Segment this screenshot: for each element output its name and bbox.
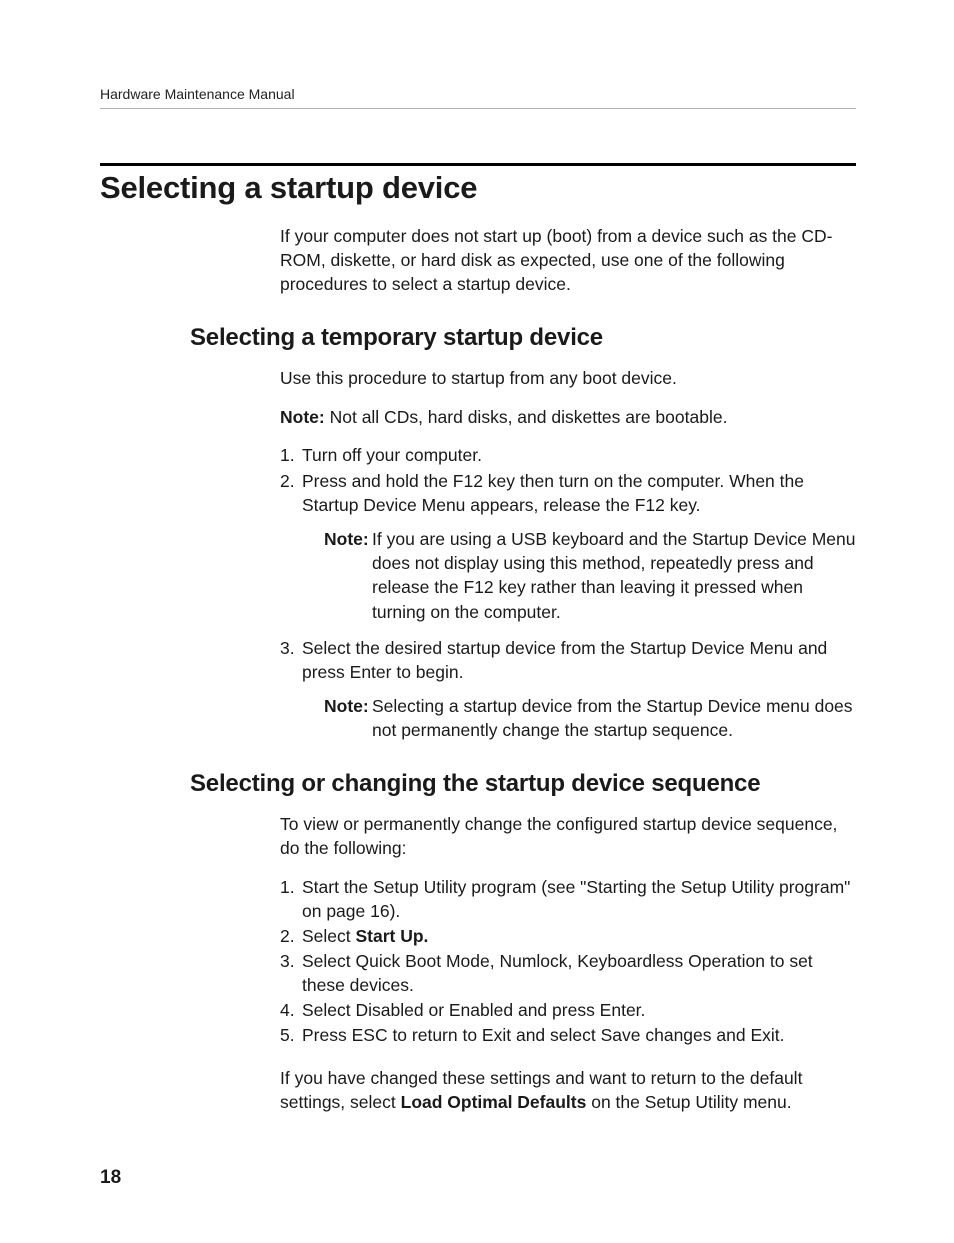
step: Press ESC to return to Exit and select S… <box>280 1023 856 1047</box>
step: Select Start Up. <box>280 924 856 948</box>
step-text: Select Quick Boot Mode, Numlock, Keyboar… <box>302 951 813 995</box>
sub1-steps: Turn off your computer. Press and hold t… <box>280 443 856 743</box>
nested-note: Note: Selecting a startup device from th… <box>324 694 856 742</box>
subsection-title-temporary: Selecting a temporary startup device <box>190 324 856 352</box>
sub1-body: Use this procedure to startup from any b… <box>280 366 856 742</box>
step-text: Select the desired startup device from t… <box>302 638 827 682</box>
step: Turn off your computer. <box>280 443 856 467</box>
intro-block: If your computer does not start up (boot… <box>280 224 856 296</box>
note-label: Note: <box>324 527 369 551</box>
sub2-body: To view or permanently change the config… <box>280 812 856 1114</box>
nested-note: Note: If you are using a USB keyboard an… <box>324 527 856 624</box>
sub2-lead: To view or permanently change the config… <box>280 812 856 860</box>
step: Select the desired startup device from t… <box>280 636 856 743</box>
section-title: Selecting a startup device <box>100 163 856 206</box>
step: Select Quick Boot Mode, Numlock, Keyboar… <box>280 949 856 997</box>
tail-post: on the Setup Utility menu. <box>586 1092 791 1112</box>
note-label: Note: <box>280 407 325 427</box>
step-text: Turn off your computer. <box>302 445 482 465</box>
note-label: Note: <box>324 694 369 718</box>
step: Start the Setup Utility program (see "St… <box>280 875 856 923</box>
step-text: Press and hold the F12 key then turn on … <box>302 471 804 515</box>
step-text-bold: Start Up. <box>356 926 429 946</box>
document-page: Hardware Maintenance Manual Selecting a … <box>0 0 954 1114</box>
note-text: Selecting a startup device from the Star… <box>372 696 853 740</box>
note-text: If you are using a USB keyboard and the … <box>372 529 855 621</box>
step: Select Disabled or Enabled and press Ent… <box>280 998 856 1022</box>
step-text: Start the Setup Utility program (see "St… <box>302 877 850 921</box>
step-text: Select Disabled or Enabled and press Ent… <box>302 1000 645 1020</box>
step-text: Press ESC to return to Exit and select S… <box>302 1025 784 1045</box>
step: Press and hold the F12 key then turn on … <box>280 469 856 624</box>
sub2-steps: Start the Setup Utility program (see "St… <box>280 875 856 1048</box>
note-text: Not all CDs, hard disks, and diskettes a… <box>330 407 728 427</box>
intro-paragraph: If your computer does not start up (boot… <box>280 224 856 296</box>
page-number: 18 <box>100 1167 121 1189</box>
sub2-tail: If you have changed these settings and w… <box>280 1066 856 1114</box>
step-text-pre: Select <box>302 926 356 946</box>
subsection-title-sequence: Selecting or changing the startup device… <box>190 770 856 798</box>
running-head: Hardware Maintenance Manual <box>100 86 856 109</box>
sub1-note: Note: Not all CDs, hard disks, and diske… <box>280 405 856 429</box>
tail-bold: Load Optimal Defaults <box>401 1092 587 1112</box>
sub1-lead: Use this procedure to startup from any b… <box>280 366 856 390</box>
